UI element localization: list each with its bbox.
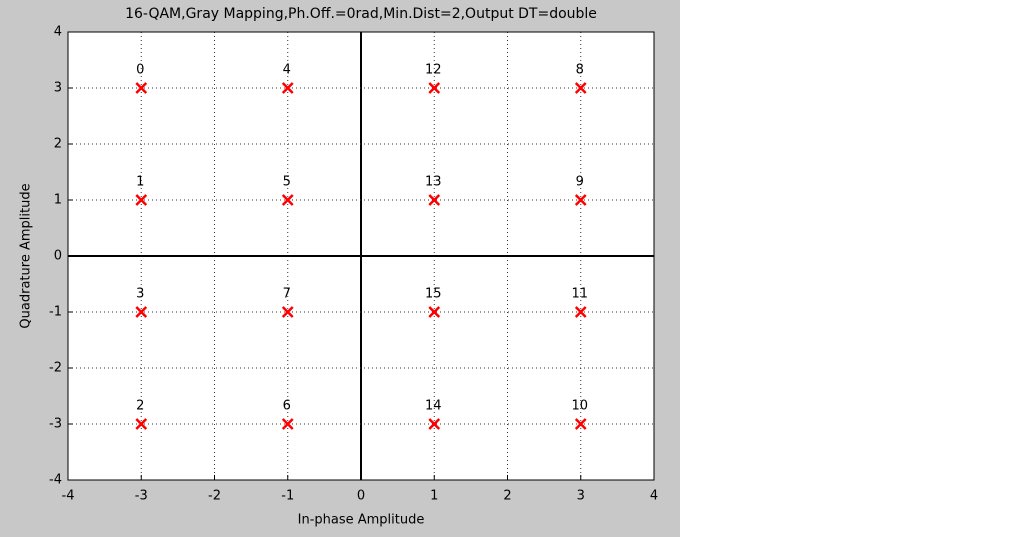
x-tick-label: -4 [62,489,75,504]
y-tick-label: 4 [54,25,62,40]
point [281,82,294,94]
point-label: 10 [571,399,588,414]
point-label: 4 [283,63,291,78]
point [574,82,587,94]
y-tick-label: 1 [54,193,62,208]
point [135,82,148,94]
plot-frame [67,31,655,481]
point [135,418,148,430]
point-label: 3 [136,287,144,302]
point [281,418,294,430]
point-label: 15 [425,287,442,302]
y-tick-label: -2 [49,361,62,376]
point-label: 12 [425,63,442,78]
point-label: 9 [576,175,584,190]
x-tick-label: 3 [577,489,585,504]
point-label: 1 [136,175,144,190]
point [428,418,441,430]
x-tick-label: -1 [281,489,294,504]
x-tick-label: -2 [208,489,221,504]
x-tick-label: 2 [503,489,511,504]
x-axis-label: In-phase Amplitude [298,513,425,528]
point-label: 14 [425,399,442,414]
point-label: 5 [283,175,291,190]
point [428,306,441,318]
y-tick-label: -1 [49,305,62,320]
chart-title: 16-QAM,Gray Mapping,Ph.Off.=0rad,Min.Dis… [125,6,597,22]
point [428,194,441,206]
point-label: 6 [283,399,291,414]
y-axis-label: Quadrature Amplitude [19,183,34,328]
point [135,306,148,318]
x-tick-label: -3 [135,489,148,504]
point [574,418,587,430]
point [574,306,587,318]
point [281,306,294,318]
point-label: 0 [136,63,144,78]
y-tick-label: 3 [54,81,62,96]
point-label: 11 [571,287,588,302]
y-tick-label: 0 [54,249,62,264]
y-tick-label: -3 [49,417,62,432]
x-tick-label: 1 [430,489,438,504]
point [281,194,294,206]
point-label: 7 [283,287,291,302]
x-tick-label: 0 [357,489,365,504]
point [135,194,148,206]
point-label: 13 [425,175,442,190]
y-tick-label: -4 [49,473,62,488]
point-label: 8 [576,63,584,78]
point [574,194,587,206]
x-tick-label: 4 [650,489,658,504]
point [428,82,441,94]
point-label: 2 [136,399,144,414]
y-tick-label: 2 [54,137,62,152]
